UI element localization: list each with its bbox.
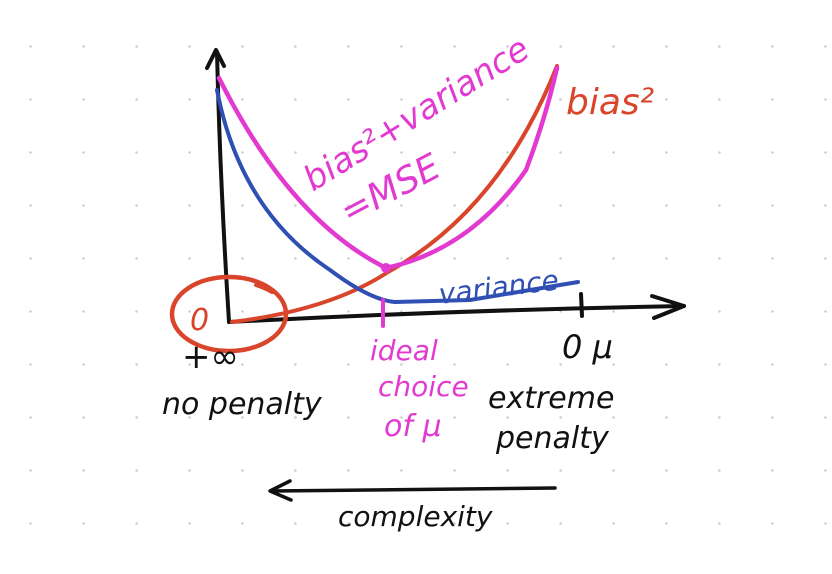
variance-curve: [215, 88, 580, 305]
bias2-label: bias²: [566, 82, 654, 123]
ideal-choice-line3: of μ: [384, 409, 442, 444]
complexity-arrow: [268, 479, 557, 502]
y-axis: [215, 50, 231, 324]
origin-value: 0: [190, 303, 209, 338]
mse-curve: [216, 65, 560, 271]
origin-highlight-circle: [169, 274, 289, 354]
axes: [205, 48, 686, 324]
variance-label: variance: [437, 264, 561, 311]
ideal-choice-line1: ideal: [370, 334, 438, 367]
zero-mu-label: 0 μ: [562, 328, 613, 366]
ideal-choice-line2: choice: [378, 370, 469, 403]
x-axis-tick-zero-mu: [579, 292, 584, 318]
x-axis: [227, 304, 686, 324]
annotations: bias²+variance =MSE bias² variance ideal…: [162, 29, 654, 533]
mse-minimum-dot: [381, 263, 391, 273]
no-penalty-label: no penalty: [162, 387, 323, 422]
extreme-penalty-line2: penalty: [495, 421, 610, 456]
plus-infinity-label: +∞: [182, 337, 239, 377]
y-axis-arrowhead: [205, 48, 226, 70]
x-axis-arrowhead: [650, 294, 686, 320]
extreme-penalty-line1: extreme: [488, 381, 614, 416]
complexity-label: complexity: [338, 500, 493, 533]
origin-highlight-tail: [254, 283, 274, 294]
